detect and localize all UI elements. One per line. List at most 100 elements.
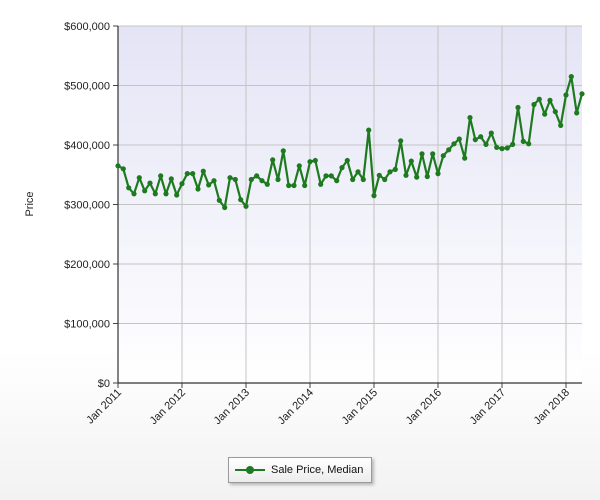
data-point	[542, 111, 548, 117]
data-point	[424, 173, 430, 180]
legend-label: Sale Price, Median	[271, 464, 364, 476]
data-point	[392, 166, 398, 172]
data-point	[126, 185, 132, 191]
data-point	[328, 173, 334, 179]
data-point	[440, 153, 446, 159]
data-point	[360, 176, 366, 183]
legend[interactable]: Sale Price, Median	[228, 457, 372, 483]
data-point	[430, 151, 436, 157]
data-point	[179, 181, 185, 187]
series-sale-price-median	[115, 74, 585, 211]
data-point	[280, 148, 286, 154]
data-point	[344, 157, 350, 164]
data-point	[296, 163, 302, 169]
data-point	[371, 193, 377, 199]
data-point	[174, 192, 180, 198]
legend-swatch-icon	[235, 465, 265, 475]
data-point	[206, 182, 212, 188]
data-point	[552, 109, 558, 115]
y-tick-label: $400,000	[64, 140, 110, 152]
data-point	[558, 122, 564, 128]
data-point	[494, 144, 500, 150]
x-tick-label: Jan 2012	[148, 387, 188, 427]
data-point	[307, 159, 313, 165]
x-tick-label: Jan 2014	[276, 387, 316, 427]
data-point	[120, 166, 126, 172]
data-point	[366, 127, 372, 133]
data-point	[504, 145, 510, 151]
data-point	[243, 203, 249, 209]
data-point	[334, 178, 340, 184]
data-point	[248, 176, 254, 183]
data-point	[408, 158, 414, 164]
data-point	[259, 178, 265, 184]
data-point	[456, 136, 462, 142]
data-point	[227, 175, 233, 181]
data-point	[211, 178, 217, 184]
data-point	[563, 92, 569, 98]
data-point	[547, 97, 553, 103]
data-point	[142, 188, 148, 194]
data-point	[339, 165, 345, 171]
data-point	[115, 163, 121, 169]
data-point	[520, 138, 526, 144]
x-tick-label: Jan 2016	[404, 387, 444, 427]
data-point	[350, 176, 356, 183]
y-axis-title: Price	[24, 191, 36, 216]
data-point	[419, 151, 425, 157]
data-point	[216, 197, 222, 203]
x-tick-label: Jan 2018	[532, 387, 572, 427]
y-tick-label: $500,000	[64, 81, 110, 93]
data-point	[483, 141, 489, 147]
data-point	[270, 157, 276, 163]
data-point	[190, 171, 196, 177]
data-point	[136, 175, 142, 181]
data-point	[382, 176, 388, 183]
x-tick-label: Jan 2013	[212, 387, 252, 427]
data-point	[462, 155, 468, 161]
x-tick-label: Jan 2011	[84, 387, 124, 427]
data-point	[568, 74, 574, 80]
data-point	[478, 134, 484, 140]
y-tick-label: $200,000	[64, 259, 110, 271]
data-point	[451, 141, 457, 147]
data-point	[163, 191, 169, 197]
data-point	[168, 176, 174, 182]
data-point	[355, 169, 361, 175]
data-point	[152, 191, 158, 197]
data-point	[302, 182, 308, 189]
data-point	[222, 204, 228, 211]
data-point	[200, 168, 206, 174]
data-point	[488, 130, 494, 136]
y-tick-label: $600,000	[64, 21, 110, 33]
data-point	[531, 101, 537, 108]
data-point	[376, 172, 382, 178]
x-tick-label: Jan 2017	[468, 387, 508, 427]
data-point	[158, 173, 164, 179]
data-point	[414, 174, 420, 180]
series-line	[117, 75, 584, 209]
grid-lines	[118, 25, 582, 384]
axes	[113, 25, 582, 388]
data-point	[472, 137, 478, 143]
data-point	[131, 191, 137, 197]
data-point	[195, 186, 201, 192]
data-point	[184, 171, 190, 177]
data-point	[254, 173, 260, 179]
y-tick-label: $100,000	[64, 319, 110, 331]
data-point	[526, 141, 532, 147]
y-tick-label: $0	[98, 378, 110, 390]
data-point	[467, 115, 473, 121]
y-tick-label: $300,000	[64, 200, 110, 212]
data-point	[574, 110, 580, 116]
data-point	[312, 157, 318, 164]
data-point	[323, 173, 329, 179]
data-point	[510, 141, 516, 147]
data-point	[435, 171, 441, 177]
data-point	[238, 197, 244, 203]
data-point	[232, 176, 238, 183]
data-point	[264, 181, 270, 187]
data-point	[147, 180, 153, 186]
data-point	[318, 181, 324, 187]
